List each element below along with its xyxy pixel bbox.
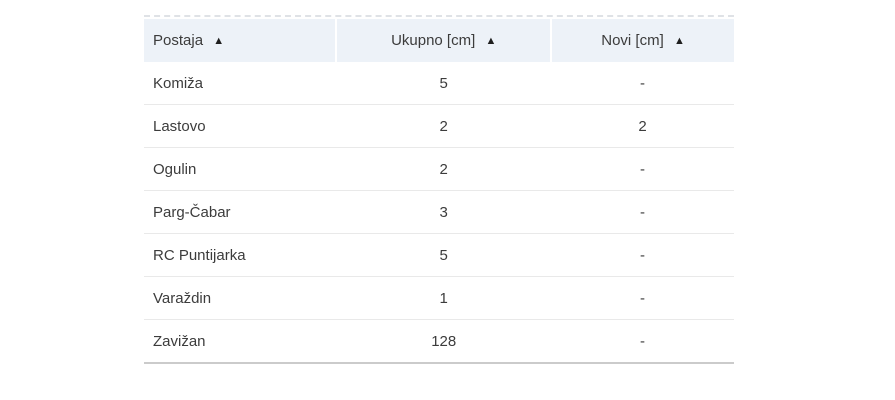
cell-ukupno: 1 (336, 276, 552, 320)
snow-depth-table: Postaja ▲ Ukupno [cm] ▲ Novi [cm] ▲ Komi… (144, 15, 734, 364)
cell-ukupno: 3 (336, 190, 552, 234)
sort-ascending-icon[interactable]: ▲ (485, 35, 497, 47)
column-header-novi-label: Novi [cm] (601, 32, 664, 49)
cell-novi: - (551, 190, 734, 234)
table-row: Ogulin 2 - (144, 147, 734, 191)
table-row: Parg-Čabar 3 - (144, 190, 734, 234)
table-row: Lastovo 2 2 (144, 104, 734, 148)
cell-ukupno: 5 (336, 62, 552, 105)
cell-postaja: RC Puntijarka (144, 233, 337, 277)
cell-postaja: Varaždin (144, 276, 337, 320)
cell-novi: - (551, 276, 734, 320)
cell-novi: 2 (551, 104, 734, 148)
cell-postaja: Komiža (144, 62, 337, 105)
cell-novi: - (551, 147, 734, 191)
cell-novi: - (551, 62, 734, 105)
column-header-postaja-label: Postaja (153, 32, 204, 49)
table-row: Zavižan 128 - (144, 319, 734, 364)
cell-ukupno: 2 (336, 147, 552, 191)
cell-ukupno: 2 (336, 104, 552, 148)
table-row: Varaždin 1 - (144, 276, 734, 320)
header-row: Postaja ▲ Ukupno [cm] ▲ Novi [cm] ▲ (144, 19, 734, 62)
cell-postaja: Lastovo (144, 104, 337, 148)
cell-novi: - (551, 319, 734, 364)
column-header-ukupno[interactable]: Ukupno [cm] ▲ (335, 19, 552, 62)
table-row: Komiža 5 - (144, 62, 734, 105)
cell-postaja: Ogulin (144, 147, 337, 191)
sort-ascending-icon[interactable]: ▲ (673, 35, 685, 47)
column-header-novi[interactable]: Novi [cm] ▲ (550, 19, 734, 62)
cell-ukupno: 128 (336, 319, 552, 364)
cell-postaja: Parg-Čabar (144, 190, 337, 234)
cell-novi: - (551, 233, 734, 277)
table-row: RC Puntijarka 5 - (144, 233, 734, 277)
table-top-dashed-border (144, 15, 734, 17)
column-header-postaja[interactable]: Postaja ▲ (144, 19, 337, 62)
sort-ascending-icon[interactable]: ▲ (213, 35, 225, 47)
cell-postaja: Zavižan (144, 319, 337, 364)
column-header-ukupno-label: Ukupno [cm] (391, 32, 476, 49)
cell-ukupno: 5 (336, 233, 552, 277)
station-table: Postaja ▲ Ukupno [cm] ▲ Novi [cm] ▲ Komi… (144, 19, 734, 364)
